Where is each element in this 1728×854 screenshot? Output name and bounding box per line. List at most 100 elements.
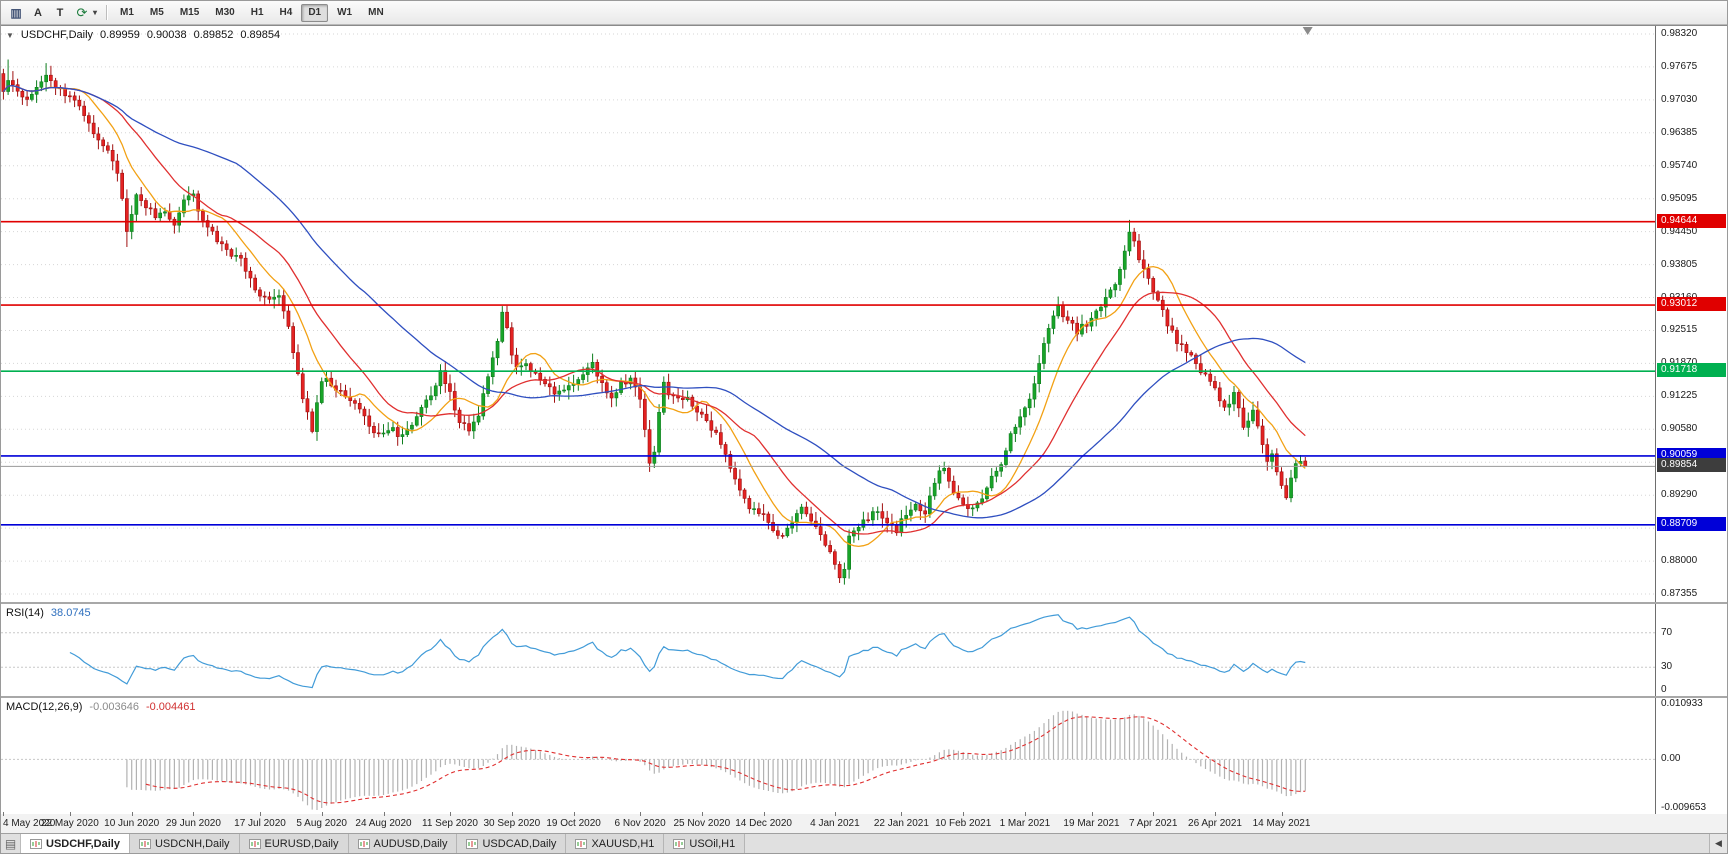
chart-tab-icon [575, 838, 588, 849]
timeframe-button-d1[interactable]: D1 [301, 3, 329, 22]
price-line-badge: 0.94644 [1657, 213, 1726, 228]
date-label: 4 May 2020 [3, 818, 56, 829]
timeframe-button-m30[interactable]: M30 [215, 7, 235, 18]
main-chart-pane: 0.98320 0.97675 0.97030 0.96385 0.95740 0.950… [1, 26, 1727, 602]
date-tick-mark [1024, 812, 1026, 816]
toolbar-chart-bars-icon[interactable]: ▥ [10, 5, 22, 20]
date-label: 30 Sep 2020 [483, 818, 541, 829]
chart-area: 0.98320 0.97675 0.97030 0.96385 0.95740 0.950… [1, 25, 1727, 814]
chart-tab-label: USDCAD,Daily [482, 837, 557, 850]
chart-tab-usoil-h1[interactable]: USOil,H1 [664, 834, 746, 853]
chart-tab-audusd-daily[interactable]: AUDUSD,Daily [348, 834, 458, 853]
pane-splitter[interactable] [1, 696, 1727, 698]
timeframe-button-m5[interactable]: M5 [149, 7, 164, 18]
timeframe-button-h4[interactable]: H4 [279, 7, 293, 18]
chart-tab-icon [248, 838, 261, 849]
price-tick-label: 0.96385 [1661, 126, 1698, 138]
rsi-title: RSI(14) [6, 607, 44, 619]
timeframe-button-mn[interactable]: MN [368, 7, 384, 18]
date-label: 11 Sep 2020 [422, 818, 478, 829]
timeframe-group: M1 M5 M15 M30 H1 H4 D1 W1 MN [112, 3, 392, 22]
chart-tab-icon [466, 838, 479, 849]
date-axis: 4 May 2020 22 May 2020 10 Jun 2020 29 Jun 2… [1, 811, 1727, 833]
date-tick-mark [511, 812, 513, 816]
timeframe-button-m15[interactable]: M15 [179, 7, 200, 18]
price-tick-label: 0.95740 [1661, 159, 1698, 171]
price-line-badge: 0.93012 [1657, 297, 1726, 312]
date-label: 5 Aug 2020 [296, 818, 347, 829]
toolbar-separator [106, 5, 107, 20]
ohlc-high: 0.90038 [146, 29, 187, 41]
macd-plot[interactable] [1, 698, 1655, 814]
price-tick-label: 0.89290 [1661, 489, 1698, 501]
toolbar-tools-group: ▥ A T ⟳ ▾ [5, 3, 101, 22]
macd-tick-label: 0.010933 [1661, 698, 1703, 709]
date-axis-labels[interactable]: 4 May 2020 22 May 2020 10 Jun 2020 29 Jun 2… [1, 812, 1655, 833]
rsi-tick-label: 30 [1661, 661, 1673, 673]
timeframe-button-w1[interactable]: W1 [337, 7, 353, 18]
date-tick-mark [383, 812, 385, 816]
chart-tab-usdcnh-daily[interactable]: USDCNH,Daily [129, 834, 240, 853]
chart-tab-usdcad-daily[interactable]: USDCAD,Daily [457, 834, 567, 853]
date-label: 22 Jan 2021 [873, 818, 929, 829]
date-label: 14 May 2021 [1252, 818, 1311, 829]
macd-tick-label: -0.009653 [1661, 802, 1707, 813]
chart-tab-icon [30, 838, 42, 849]
tab-scroll-left-button[interactable]: ◀ [1709, 834, 1727, 853]
toolbar-text-tool-icon[interactable]: T [56, 6, 64, 19]
tabbar-spacer [745, 834, 1709, 853]
macd-title: MACD(12,26,9) [6, 701, 83, 713]
chart-tab-label: USDCHF,Daily [46, 837, 120, 850]
chart-tabbar: ▤ USDCHF,Daily USDCNH,Daily EURUSD,Daily AU… [1, 833, 1727, 853]
macd-chart-svg[interactable] [1, 698, 1655, 814]
chart-tab-label: USDCNH,Daily [154, 837, 230, 850]
toolbar-annotation-a-icon[interactable]: A [34, 6, 42, 19]
date-tick-mark [3, 812, 5, 816]
date-tick-mark [1091, 812, 1093, 816]
chart-tab-usdchf-daily[interactable]: USDCHF,Daily [21, 834, 130, 853]
collapse-icon[interactable]: ▼ [6, 30, 14, 40]
date-tick-mark [1215, 812, 1216, 816]
date-label: 17 Jul 2020 [234, 818, 286, 829]
chart-tab-xauusd-h1[interactable]: XAUUSD,H1 [566, 834, 665, 853]
date-label: 24 Aug 2020 [355, 818, 412, 829]
date-tick-mark [131, 812, 133, 816]
chart-shift-marker [1302, 27, 1313, 35]
chart-tab-label: USOil,H1 [689, 837, 736, 850]
macd-axis[interactable]: 0.010933 0.00 -0.009653 [1655, 698, 1727, 814]
date-label: 19 Mar 2021 [1063, 818, 1120, 829]
macd-pane: 0.010933 0.00 -0.009653 MACD(12,26,9) -0.0… [1, 698, 1727, 814]
price-tick-label: 0.88000 [1661, 555, 1698, 567]
date-tick-mark [1153, 812, 1155, 816]
date-tick-mark [193, 812, 195, 816]
price-tick-label: 0.93805 [1661, 258, 1698, 270]
price-axis[interactable]: 0.98320 0.97675 0.97030 0.96385 0.95740 0.950… [1655, 26, 1727, 602]
price-tick-label: 0.93160 [1661, 292, 1697, 303]
candlestick-chart-svg[interactable] [1, 26, 1655, 602]
date-tick-mark [640, 812, 642, 816]
pane-splitter[interactable] [1, 602, 1727, 604]
timeframe-button-m1[interactable]: M1 [120, 7, 134, 18]
date-tick-mark [763, 812, 765, 816]
toolbar-dropdown-caret-icon[interactable]: ▾ [92, 8, 97, 17]
rsi-header: RSI(14) 38.0745 [6, 607, 91, 619]
date-label: 4 Jan 2021 [810, 818, 860, 829]
toolbar-refresh-icon[interactable]: ⟳ [76, 4, 88, 20]
rsi-chart-svg[interactable] [1, 604, 1655, 696]
macd-signal-value: -0.004461 [145, 701, 196, 713]
timeframe-button-h1[interactable]: H1 [250, 7, 264, 18]
main-plot[interactable] [1, 26, 1655, 602]
date-tick-mark [834, 812, 836, 816]
chart-tab-eurusd-daily[interactable]: EURUSD,Daily [239, 834, 349, 853]
date-label: 25 Nov 2020 [673, 818, 731, 829]
chart-tab-icon [138, 838, 151, 849]
tabbar-menu-icon[interactable]: ▤ [1, 834, 21, 853]
date-label: 7 Apr 2021 [1129, 818, 1178, 829]
date-label: 14 Dec 2020 [735, 818, 792, 829]
price-line-badge: 0.89854 [1657, 458, 1726, 473]
macd-tick-label: 0.00 [1661, 753, 1681, 765]
rsi-tick-label: 0 [1661, 684, 1667, 695]
rsi-axis[interactable]: 70 30 0 [1655, 604, 1727, 696]
rsi-plot[interactable] [1, 604, 1655, 696]
toolbar: ▥ A T ⟳ ▾ M1 M5 M15 M30 H1 H4 D1 W1 MN [1, 1, 1727, 25]
